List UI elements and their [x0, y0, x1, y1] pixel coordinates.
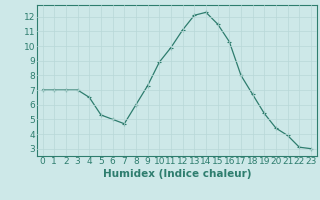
X-axis label: Humidex (Indice chaleur): Humidex (Indice chaleur) [102, 169, 251, 179]
